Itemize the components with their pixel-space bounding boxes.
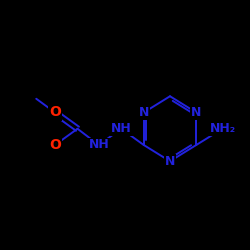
- Text: O: O: [49, 106, 61, 120]
- Text: NH₂: NH₂: [210, 122, 236, 135]
- Text: NH: NH: [88, 138, 109, 151]
- Text: N: N: [165, 155, 175, 168]
- Text: NH: NH: [111, 122, 132, 135]
- Text: O: O: [49, 138, 61, 152]
- Text: N: N: [191, 106, 202, 119]
- Text: N: N: [138, 106, 149, 119]
